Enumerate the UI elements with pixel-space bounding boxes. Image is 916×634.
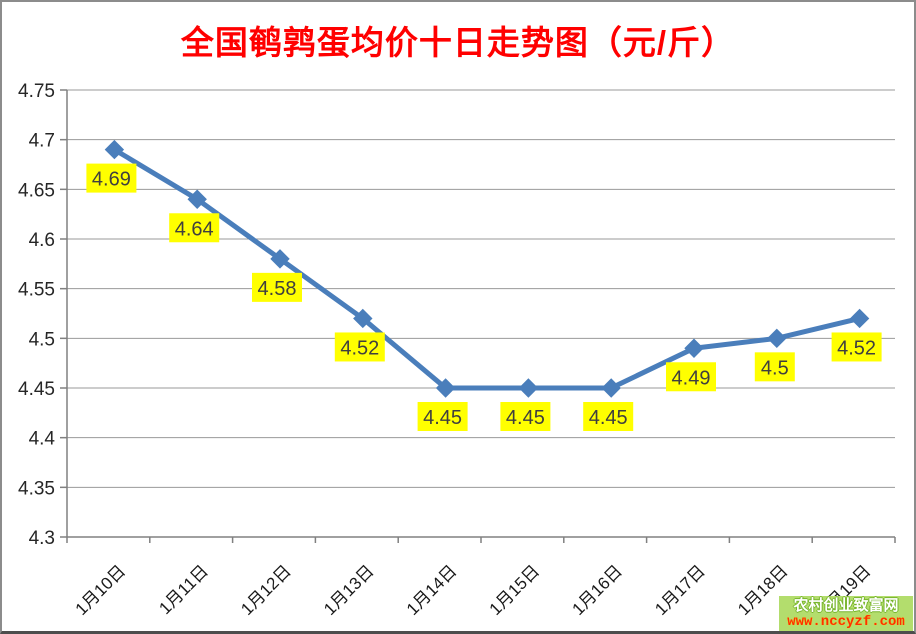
data-point-marker (518, 378, 539, 398)
data-point-marker (353, 308, 373, 329)
x-category-label: 1月16日 (568, 561, 626, 619)
data-point-marker (684, 338, 704, 358)
data-label: 4.58 (258, 278, 297, 300)
data-point-marker (601, 378, 621, 398)
y-tick-label: 4.4 (29, 429, 56, 450)
y-tick-label: 4.3 (29, 528, 55, 549)
data-label-bg (831, 332, 882, 362)
data-label: 4.45 (506, 407, 545, 429)
y-tick-label: 4.5 (29, 329, 55, 350)
data-label-bg (417, 402, 468, 431)
data-point-marker (104, 139, 125, 160)
data-label: 4.64 (175, 218, 214, 240)
data-label-bg (252, 272, 302, 302)
watermark-site-url: www.nccyzf.com (787, 613, 905, 630)
price-line (113, 147, 861, 391)
x-category-label: 1月12日 (237, 561, 295, 619)
x-category-label: 1月14日 (403, 561, 461, 619)
data-label: 4.52 (837, 337, 876, 359)
x-category-label: 1月11日 (155, 561, 212, 618)
data-label-bg (666, 362, 716, 392)
data-label: 4.69 (92, 169, 131, 191)
data-label: 4.45 (589, 407, 628, 429)
data-point-marker (270, 249, 290, 269)
data-point-marker (187, 189, 207, 209)
data-label-bg (500, 402, 551, 431)
data-point-marker (767, 328, 787, 349)
y-tick-label: 4.6 (29, 230, 55, 251)
data-label-bg (169, 213, 220, 243)
data-label-bg (86, 163, 137, 193)
y-tick-label: 4.7 (29, 131, 55, 152)
y-tick-label: 4.35 (18, 478, 55, 499)
data-label: 4.5 (761, 357, 789, 379)
x-category-label: 1月10日 (72, 561, 130, 619)
watermark-site-name: 农村创业致富网 (793, 597, 899, 615)
data-label-bg (334, 332, 385, 362)
data-label-bg (583, 402, 634, 431)
x-category-label: 1月17日 (651, 561, 709, 619)
data-label-bg (754, 352, 795, 382)
data-point-marker (849, 308, 870, 329)
data-label: 4.49 (672, 367, 711, 389)
x-category-label: 1月13日 (320, 561, 378, 619)
data-label: 4.45 (423, 407, 462, 429)
data-label: 4.52 (340, 337, 379, 359)
y-tick-label: 4.45 (18, 379, 55, 400)
x-category-label: 1月15日 (486, 561, 544, 619)
y-tick-label: 4.55 (18, 280, 55, 301)
y-tick-label: 4.65 (18, 180, 55, 201)
chart-title: 全国鹌鹑蛋均价十日走势图（元/斤） (180, 24, 736, 61)
watermark: 农村创业致富网 www.nccyzf.com (779, 596, 913, 631)
y-tick-label: 4.75 (18, 81, 55, 102)
data-point-marker (435, 378, 456, 398)
